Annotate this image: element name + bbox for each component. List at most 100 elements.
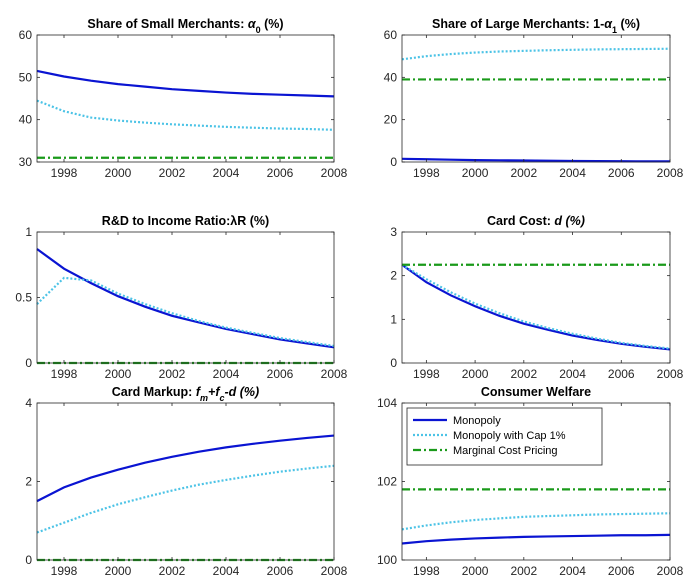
title-part: α bbox=[604, 17, 613, 31]
title-part: Card Cost: bbox=[487, 214, 554, 228]
x-tick-label: 2008 bbox=[657, 564, 684, 578]
subplot: Share of Small Merchants: α0 (%) 1998 2000… bbox=[19, 17, 348, 180]
y-tick-label: 60 bbox=[384, 28, 398, 42]
x-tick-label: 2000 bbox=[462, 367, 489, 381]
y-tick-label: 102 bbox=[377, 475, 397, 489]
y-tick-label: 30 bbox=[19, 155, 33, 169]
series-line bbox=[401, 512, 671, 531]
y-tick-label: 3 bbox=[390, 225, 397, 239]
x-tick-label: 2006 bbox=[267, 367, 294, 381]
y-tick-label: 100 bbox=[377, 553, 397, 567]
x-tick-label: 2002 bbox=[510, 564, 537, 578]
legend-box bbox=[406, 407, 603, 466]
x-tick-label: 2004 bbox=[559, 564, 586, 578]
x-tick-label: 2004 bbox=[213, 166, 240, 180]
x-tick-label: 2000 bbox=[105, 367, 132, 381]
x-tick-label: 2002 bbox=[159, 367, 186, 381]
series-line bbox=[401, 47, 671, 61]
series-line bbox=[36, 276, 335, 348]
y-tick-label: 1 bbox=[25, 225, 32, 239]
title-part: (%) bbox=[261, 17, 284, 31]
x-tick-label: 1998 bbox=[51, 564, 78, 578]
y-tick-label: 0 bbox=[390, 155, 397, 169]
title-part: Card Markup: bbox=[112, 385, 196, 399]
title-part: α bbox=[248, 17, 257, 31]
series-line bbox=[401, 533, 671, 545]
x-tick-label: 2000 bbox=[105, 166, 132, 180]
y-tick-label: 0 bbox=[25, 553, 32, 567]
legend: Monopoly Monopoly with Cap 1% Marginal Cos… bbox=[406, 407, 603, 466]
series-line bbox=[36, 434, 335, 503]
chart-title: Card Cost: d (%) bbox=[487, 214, 585, 228]
x-tick-label: 2006 bbox=[608, 166, 635, 180]
x-tick-label: 2006 bbox=[267, 166, 294, 180]
axes-frame bbox=[36, 34, 335, 163]
title-part: λ bbox=[230, 214, 237, 228]
y-tick-label: 50 bbox=[19, 70, 33, 84]
series-line bbox=[36, 69, 335, 98]
x-tick-label: 2004 bbox=[213, 564, 240, 578]
y-tick-label: 2 bbox=[25, 475, 32, 489]
chart-title: Share of Large Merchants: 1-α1 (%) bbox=[432, 17, 640, 35]
x-tick-label: 2002 bbox=[510, 367, 537, 381]
y-tick-label: 20 bbox=[384, 113, 398, 127]
y-tick-label: 2 bbox=[390, 269, 397, 283]
x-tick-label: 1998 bbox=[413, 564, 440, 578]
x-tick-label: 1998 bbox=[413, 367, 440, 381]
y-tick-label: 0.5 bbox=[15, 291, 32, 305]
x-tick-label: 1998 bbox=[413, 166, 440, 180]
series-line bbox=[401, 157, 670, 163]
title-part: 1 bbox=[612, 25, 617, 35]
title-part: Share of Large Merchants: 1- bbox=[432, 17, 604, 31]
y-tick-label: 40 bbox=[19, 113, 33, 127]
x-tick-label: 2000 bbox=[462, 564, 489, 578]
y-tick-label: 0 bbox=[390, 356, 397, 370]
y-tick-label: 1 bbox=[390, 312, 397, 326]
chart-title: Consumer Welfare bbox=[481, 385, 591, 399]
x-tick-label: 2002 bbox=[159, 166, 186, 180]
x-tick-label: 2004 bbox=[559, 166, 586, 180]
axes-frame bbox=[401, 34, 671, 163]
y-tick-label: 4 bbox=[25, 396, 32, 410]
axes-frame bbox=[401, 231, 671, 364]
y-tick-label: 40 bbox=[384, 70, 398, 84]
x-tick-label: 2002 bbox=[159, 564, 186, 578]
title-part: R (%) bbox=[237, 214, 269, 228]
x-tick-label: 2006 bbox=[608, 367, 635, 381]
series-line bbox=[401, 263, 671, 351]
y-tick-label: 104 bbox=[377, 396, 397, 410]
axes-frame bbox=[36, 231, 335, 364]
title-part: +f bbox=[208, 385, 221, 399]
subplot: R&D to Income Ratio:λR (%) 1998 2000 2002 20… bbox=[15, 214, 347, 381]
chart-title: Card Markup: fm+fc-d (%) bbox=[112, 385, 259, 403]
x-tick-label: 2006 bbox=[608, 564, 635, 578]
subplot: Consumer Welfare 1998 2000 2002 2004 2006 2008… bbox=[377, 385, 684, 578]
x-tick-label: 2000 bbox=[105, 564, 132, 578]
x-tick-label: 2008 bbox=[321, 166, 348, 180]
subplot: Card Markup: fm+fc-d (%) 1998 2000 2002 2004… bbox=[25, 385, 347, 578]
series-line bbox=[36, 464, 335, 534]
subplot: Card Cost: d (%) 1998 2000 2002 2004 2006 2008… bbox=[390, 214, 683, 381]
x-tick-label: 1998 bbox=[51, 166, 78, 180]
x-tick-label: 2000 bbox=[462, 166, 489, 180]
legend-label: Monopoly with Cap 1% bbox=[453, 430, 566, 442]
x-tick-label: 2004 bbox=[559, 367, 586, 381]
title-part: Share of Small Merchants: bbox=[87, 17, 247, 31]
x-tick-label: 2002 bbox=[510, 166, 537, 180]
title-part: 0 bbox=[256, 25, 261, 35]
x-tick-label: 2008 bbox=[321, 367, 348, 381]
y-tick-label: 60 bbox=[19, 28, 33, 42]
title-part: Consumer Welfare bbox=[481, 385, 591, 399]
x-tick-label: 1998 bbox=[51, 367, 78, 381]
x-tick-label: 2008 bbox=[657, 367, 684, 381]
title-part: -d (%) bbox=[225, 385, 260, 399]
title-part: c bbox=[219, 393, 224, 403]
legend-label: Marginal Cost Pricing bbox=[453, 445, 558, 457]
title-part: (%) bbox=[617, 17, 640, 31]
chart-title: Share of Small Merchants: α0 (%) bbox=[87, 17, 283, 35]
subplot: Share of Large Merchants: 1-α1 (%) 1998 20… bbox=[384, 17, 684, 180]
legend-label: Monopoly bbox=[453, 415, 501, 427]
title-part: R&D to Income Ratio: bbox=[102, 214, 230, 228]
x-tick-label: 2004 bbox=[213, 367, 240, 381]
